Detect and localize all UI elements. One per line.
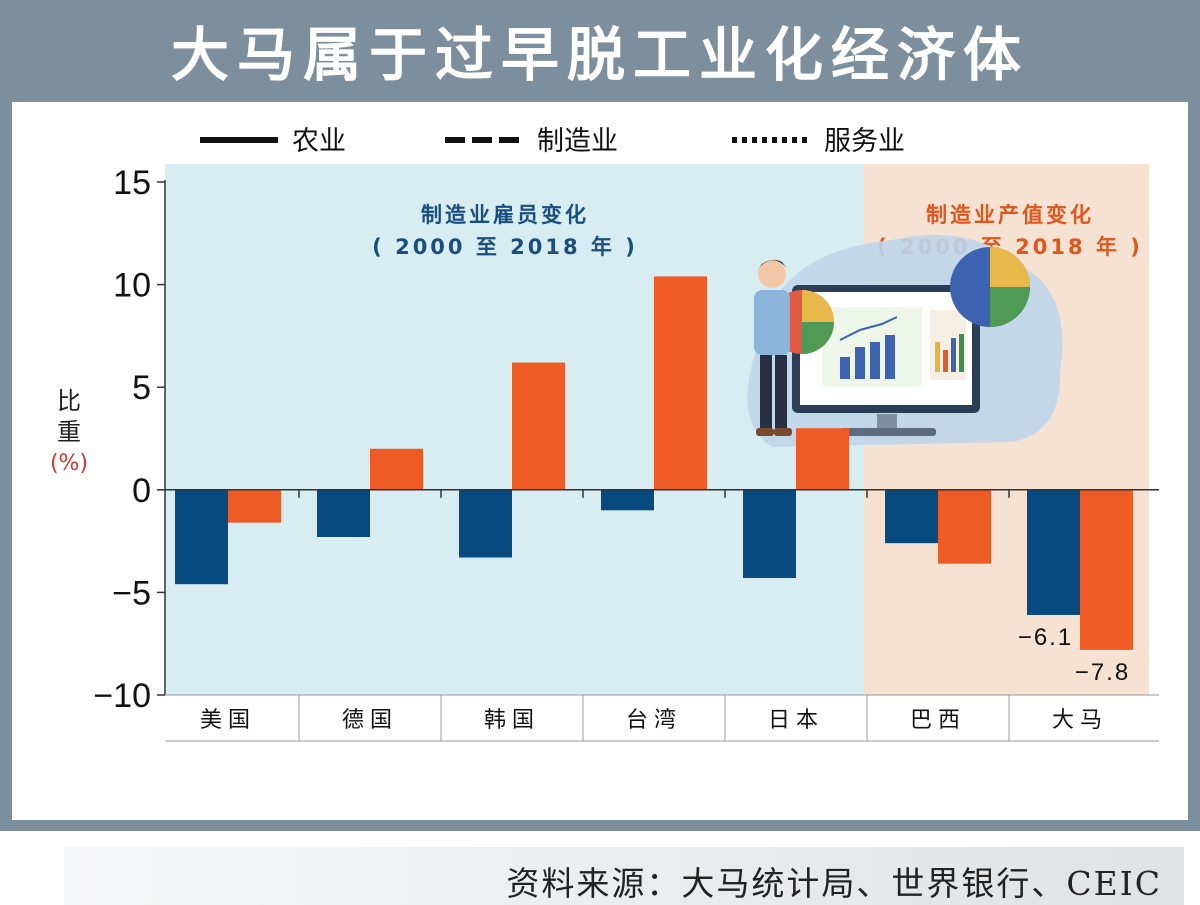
bar bbox=[1027, 489, 1080, 615]
category-label: 巴西 bbox=[910, 708, 966, 733]
bar bbox=[512, 362, 565, 490]
y-tick-label: −10 bbox=[93, 677, 151, 715]
illustration-mini-bar bbox=[885, 335, 895, 379]
title-bar: 大马属于过早脱工业化经济体 bbox=[0, 0, 1200, 100]
bar bbox=[370, 448, 423, 490]
bar bbox=[317, 489, 370, 537]
y-tick-label: −5 bbox=[112, 574, 151, 612]
illustration-person-leg-right bbox=[775, 355, 787, 430]
category-label: 台湾 bbox=[626, 708, 682, 733]
bar bbox=[601, 489, 654, 511]
data-labels: −6.1−7.8 bbox=[1018, 624, 1130, 686]
source-text: 资料来源：大马统计局、世界银行、CEIC bbox=[506, 864, 1162, 903]
chart-panel: 农业 制造业 服务业 制造业雇员变化 ( 2000 至 2018 年 ) 制造业产值变化… bbox=[12, 102, 1188, 905]
legend-label: 服务业 bbox=[824, 126, 905, 157]
right-panel-title: 制造业产值变化 bbox=[926, 203, 1094, 227]
legend-label: 制造业 bbox=[537, 126, 618, 157]
y-axis-label: 比重 (%) bbox=[50, 387, 88, 476]
y-tick-label: 15 bbox=[113, 164, 151, 202]
left-panel-title: 制造业雇员变化 bbox=[421, 203, 589, 227]
illustration-person-hair bbox=[758, 259, 787, 269]
illustration-side-bar bbox=[943, 350, 948, 372]
category-label: 日本 bbox=[768, 708, 824, 733]
bar bbox=[175, 489, 228, 585]
legend: 农业 制造业 服务业 bbox=[200, 126, 905, 157]
source-bar: 资料来源：大马统计局、世界银行、CEIC bbox=[64, 847, 1184, 905]
data-label: −7.8 bbox=[1075, 659, 1130, 686]
illustration-pie-slice-green bbox=[990, 287, 1030, 327]
y-label-line2: 重 bbox=[57, 418, 81, 446]
illustration-side-bar bbox=[935, 342, 940, 372]
illustration-mini-bar bbox=[855, 347, 865, 379]
axes: 15 10 5 0 −5 −10 bbox=[93, 164, 1159, 742]
bar bbox=[796, 428, 849, 490]
bar bbox=[938, 489, 991, 564]
y-tick-label: 0 bbox=[132, 472, 151, 510]
legend-label: 农业 bbox=[292, 126, 346, 157]
illustration-pie-slice-yellow bbox=[990, 247, 1030, 287]
bar bbox=[459, 489, 512, 558]
data-label: −6.1 bbox=[1018, 624, 1073, 651]
y-tick-label: 5 bbox=[132, 369, 151, 407]
bars bbox=[175, 276, 1133, 650]
category-labels: 美国 德国 韩国 台湾 日本 巴西 大马 bbox=[200, 708, 1108, 733]
bar bbox=[228, 489, 281, 523]
illustration-base bbox=[840, 428, 936, 436]
chart-svg: 农业 制造业 服务业 制造业雇员变化 ( 2000 至 2018 年 ) 制造业产值变化… bbox=[50, 126, 1159, 742]
illustration-stand bbox=[877, 414, 897, 430]
category-label: 德国 bbox=[342, 708, 398, 733]
illustration-side-bar bbox=[959, 334, 964, 372]
illustration-pie-front-yellow bbox=[802, 290, 834, 322]
illustration-person-shoe-right bbox=[774, 428, 792, 436]
illustration-person-leg-left bbox=[760, 355, 772, 430]
y-tick-label: 10 bbox=[113, 267, 151, 305]
bar bbox=[1080, 489, 1133, 650]
y-label-line1: 比 bbox=[57, 387, 81, 415]
presenter-illustration bbox=[747, 234, 1063, 447]
illustration-trend-arrow bbox=[839, 316, 898, 341]
bar bbox=[654, 276, 707, 490]
illustration-person-shoe-left bbox=[756, 428, 774, 436]
category-label: 大马 bbox=[1052, 708, 1108, 733]
illustration-pie-front-green bbox=[802, 322, 834, 354]
left-panel-period: ( 2000 至 2018 年 ) bbox=[372, 235, 638, 259]
illustration-person-shirt bbox=[754, 290, 790, 355]
category-label: 美国 bbox=[200, 708, 256, 733]
illustration-side-bar bbox=[951, 338, 956, 372]
category-label: 韩国 bbox=[484, 708, 540, 733]
illustration-mini-bar bbox=[870, 342, 880, 379]
illustration-mini-bar bbox=[840, 357, 850, 379]
bar bbox=[743, 489, 796, 579]
y-label-unit: (%) bbox=[50, 451, 88, 476]
chart-title: 大马属于过早脱工业化经济体 bbox=[170, 21, 1029, 89]
bar bbox=[885, 489, 938, 544]
illustration-person-head bbox=[758, 260, 786, 288]
